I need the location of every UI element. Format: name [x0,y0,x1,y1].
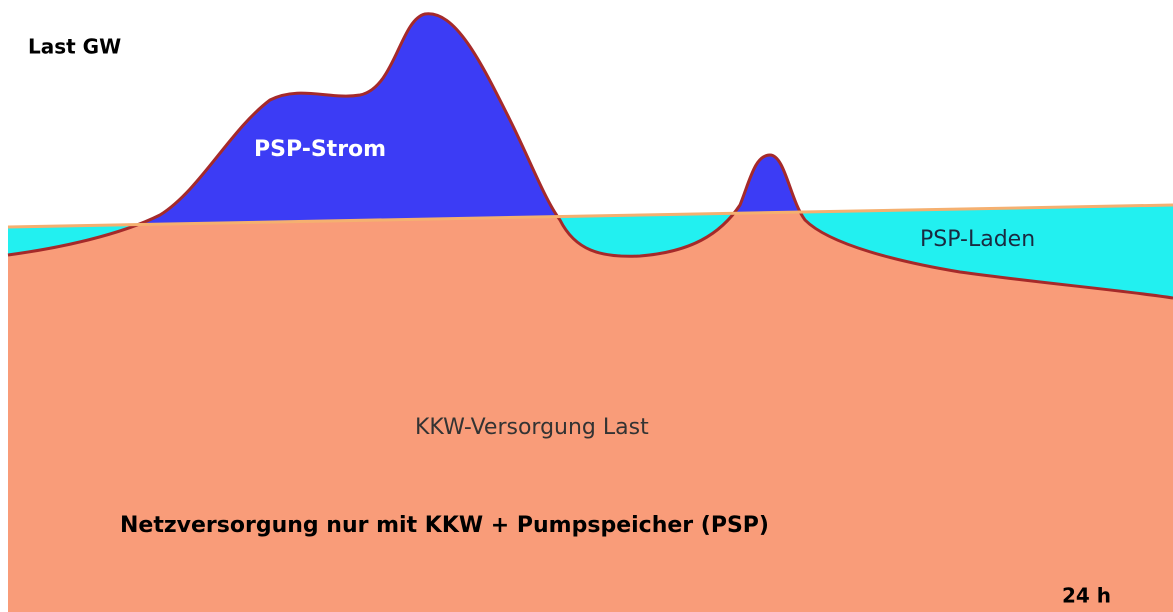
load-curve [7,12,1173,300]
x-axis-label: 24 h [1062,584,1111,608]
region-label: KKW-Versorgung Last [415,415,649,440]
region-label: PSP-Strom [254,137,386,162]
base-line [7,203,1173,229]
y-axis-label: Last GW [28,35,121,59]
title: Netzversorgung nur mit KKW + Pumpspeiche… [120,513,769,538]
region-label: PSP-Laden [920,227,1035,252]
kkw-area [8,205,1173,612]
